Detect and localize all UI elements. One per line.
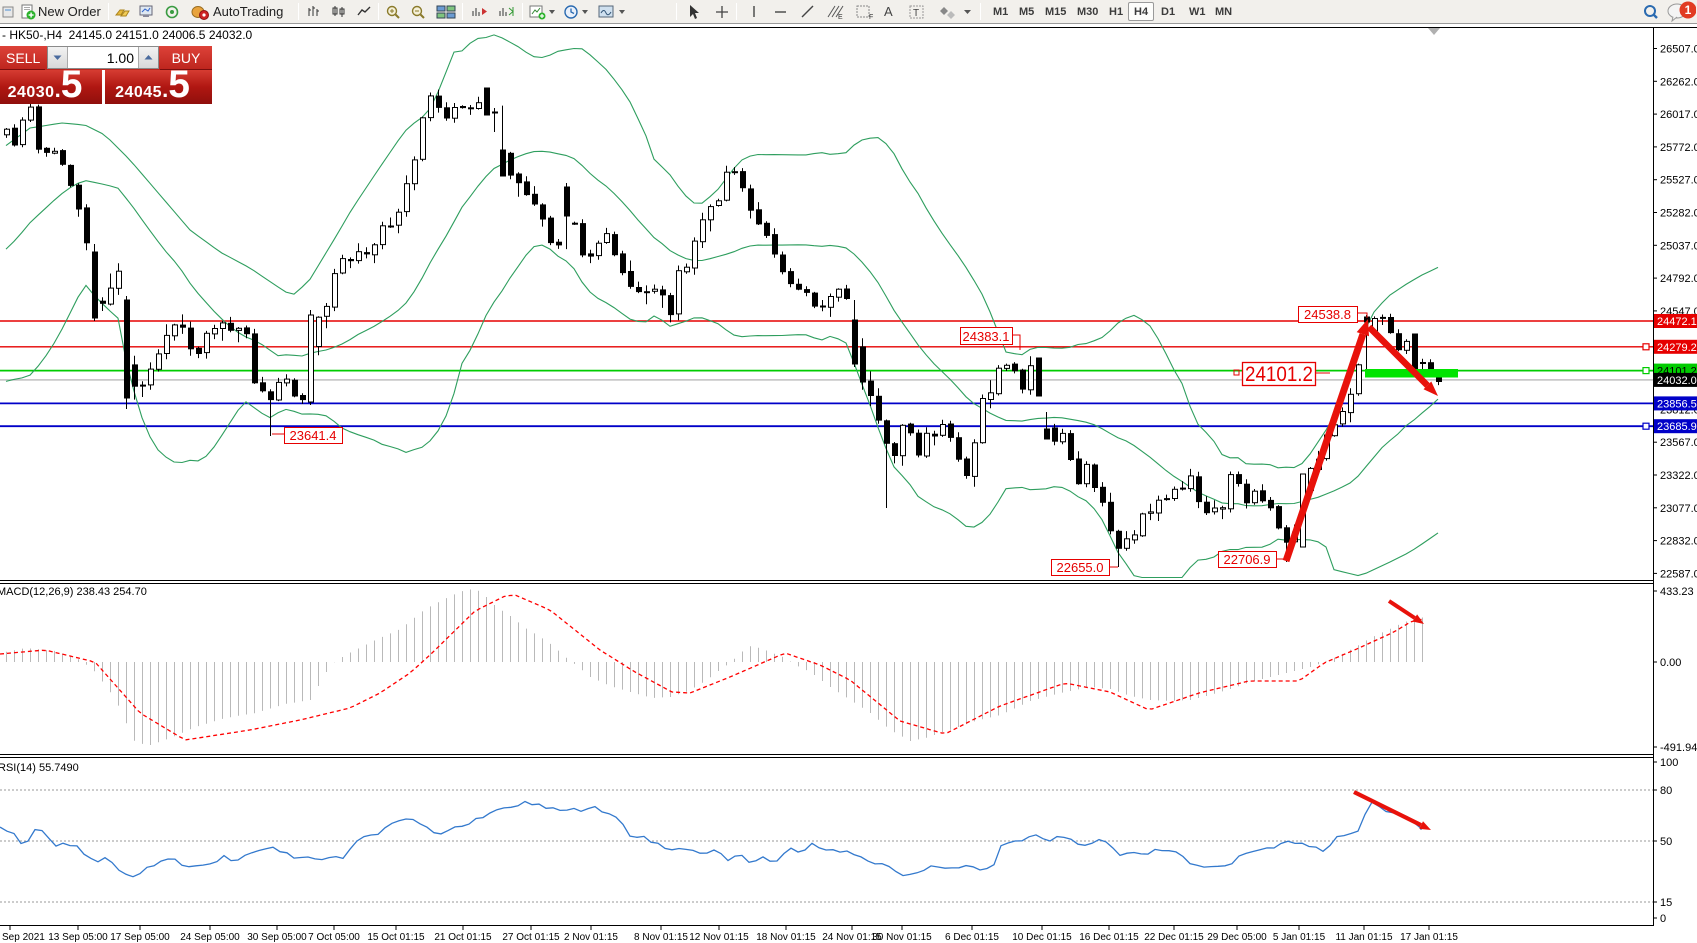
- svg-text:25037.0: 25037.0: [1660, 240, 1697, 252]
- svg-text:22655.0: 22655.0: [1057, 560, 1104, 575]
- svg-text:24383.1: 24383.1: [963, 329, 1010, 344]
- svg-text:25282.0: 25282.0: [1660, 208, 1697, 220]
- svg-text:F: F: [869, 14, 873, 20]
- svg-text:22832.0: 22832.0: [1660, 536, 1697, 548]
- svg-text:Sep 2021: Sep 2021: [2, 932, 45, 943]
- svg-text:23685.9: 23685.9: [1657, 421, 1697, 433]
- svg-text:26507.0: 26507.0: [1660, 44, 1697, 56]
- svg-text:- HK50-,H4 24145.0 24151.0 24: - HK50-,H4 24145.0 24151.0 24006.5 24032…: [2, 28, 253, 42]
- svg-text:1: 1: [1685, 3, 1692, 17]
- svg-text:80: 80: [1660, 785, 1672, 797]
- svg-text:24101.2: 24101.2: [1245, 363, 1313, 386]
- svg-text:24538.8: 24538.8: [1304, 307, 1351, 322]
- svg-text:10 Dec 01:15: 10 Dec 01:15: [1012, 932, 1072, 943]
- svg-text:26017.0: 26017.0: [1660, 109, 1697, 121]
- svg-text:24792.0: 24792.0: [1660, 273, 1697, 285]
- svg-text:17 Sep 05:00: 17 Sep 05:00: [110, 932, 170, 943]
- svg-text:433.23: 433.23: [1660, 586, 1694, 598]
- svg-text:0.00: 0.00: [1660, 657, 1681, 669]
- svg-text:23567.0: 23567.0: [1660, 437, 1697, 449]
- svg-text:0: 0: [1660, 913, 1666, 925]
- svg-text:24 Nov 01:15: 24 Nov 01:15: [822, 932, 882, 943]
- svg-text:30 Sep 05:00: 30 Sep 05:00: [247, 932, 307, 943]
- svg-text:27 Oct 01:15: 27 Oct 01:15: [502, 932, 560, 943]
- svg-text:-491.94: -491.94: [1660, 742, 1697, 754]
- svg-text:24 Sep 05:00: 24 Sep 05:00: [180, 932, 240, 943]
- svg-text:12 Nov 01:15: 12 Nov 01:15: [689, 932, 749, 943]
- svg-text:23322.0: 23322.0: [1660, 470, 1697, 482]
- svg-text:24279.2: 24279.2: [1657, 342, 1697, 354]
- svg-text:16 Dec 01:15: 16 Dec 01:15: [1079, 932, 1139, 943]
- svg-text:5 Jan 01:15: 5 Jan 01:15: [1273, 932, 1326, 943]
- svg-text:23077.0: 23077.0: [1660, 503, 1697, 515]
- svg-text:21 Oct 01:15: 21 Oct 01:15: [434, 932, 492, 943]
- svg-text:15 Oct 01:15: 15 Oct 01:15: [367, 932, 425, 943]
- svg-text:24032.0: 24032.0: [1657, 375, 1697, 387]
- svg-text:22587.0: 22587.0: [1660, 568, 1697, 580]
- svg-text:23641.4: 23641.4: [290, 428, 337, 443]
- svg-text:6 Dec 01:15: 6 Dec 01:15: [945, 932, 999, 943]
- svg-text:29 Dec 05:00: 29 Dec 05:00: [1207, 932, 1267, 943]
- svg-text:30 Nov 01:15: 30 Nov 01:15: [872, 932, 932, 943]
- svg-text:25527.0: 25527.0: [1660, 175, 1697, 187]
- svg-text:26262.0: 26262.0: [1660, 76, 1697, 88]
- svg-text:22 Dec 01:15: 22 Dec 01:15: [1144, 932, 1204, 943]
- svg-text:13 Sep 05:00: 13 Sep 05:00: [48, 932, 108, 943]
- svg-text:23856.5: 23856.5: [1657, 398, 1697, 410]
- svg-text:RSI(14) 55.7490: RSI(14) 55.7490: [0, 762, 79, 774]
- svg-text:24472.1: 24472.1: [1657, 316, 1697, 328]
- svg-text:100: 100: [1660, 757, 1678, 769]
- svg-text:8 Nov 01:15: 8 Nov 01:15: [634, 932, 688, 943]
- svg-text:15: 15: [1660, 897, 1672, 909]
- svg-text:11 Jan 01:15: 11 Jan 01:15: [1335, 932, 1393, 943]
- svg-text:50: 50: [1660, 836, 1672, 848]
- svg-text:2 Nov 01:15: 2 Nov 01:15: [564, 932, 618, 943]
- svg-text:E: E: [838, 14, 843, 20]
- svg-text:T: T: [913, 8, 919, 19]
- svg-text:7 Oct 05:00: 7 Oct 05:00: [308, 932, 360, 943]
- svg-text:22706.9: 22706.9: [1224, 552, 1271, 567]
- svg-text:18 Nov 01:15: 18 Nov 01:15: [756, 932, 816, 943]
- svg-text:MACD(12,26,9) 238.43 254.70: MACD(12,26,9) 238.43 254.70: [0, 586, 147, 598]
- svg-text:17 Jan 01:15: 17 Jan 01:15: [1400, 932, 1458, 943]
- svg-text:25772.0: 25772.0: [1660, 142, 1697, 154]
